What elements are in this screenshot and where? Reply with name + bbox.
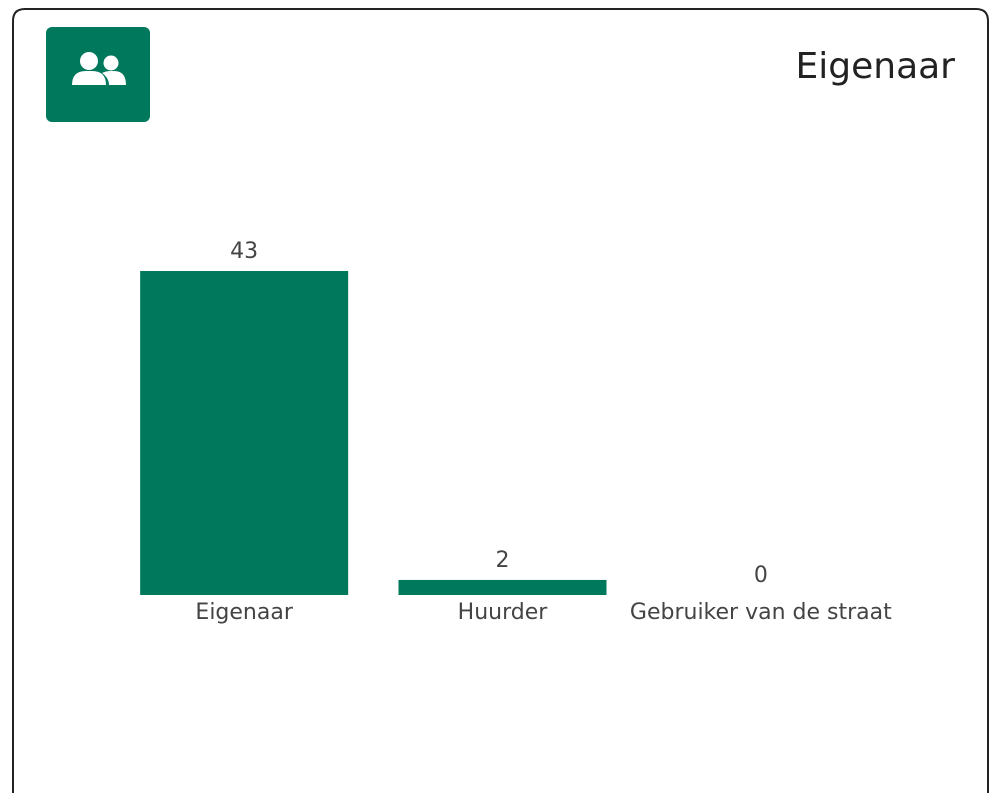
chart-title: Eigenaar <box>796 46 956 87</box>
card <box>12 8 989 793</box>
users-icon <box>72 52 126 85</box>
x-tick-label: Eigenaar <box>195 600 293 625</box>
bar <box>398 579 607 595</box>
value-label: 43 <box>230 239 258 264</box>
value-label: 2 <box>496 548 510 573</box>
x-tick-label: Gebruiker van de straat <box>630 600 892 625</box>
value-label: 0 <box>754 563 768 588</box>
x-tick-label: Huurder <box>458 600 549 625</box>
bar <box>140 271 349 595</box>
